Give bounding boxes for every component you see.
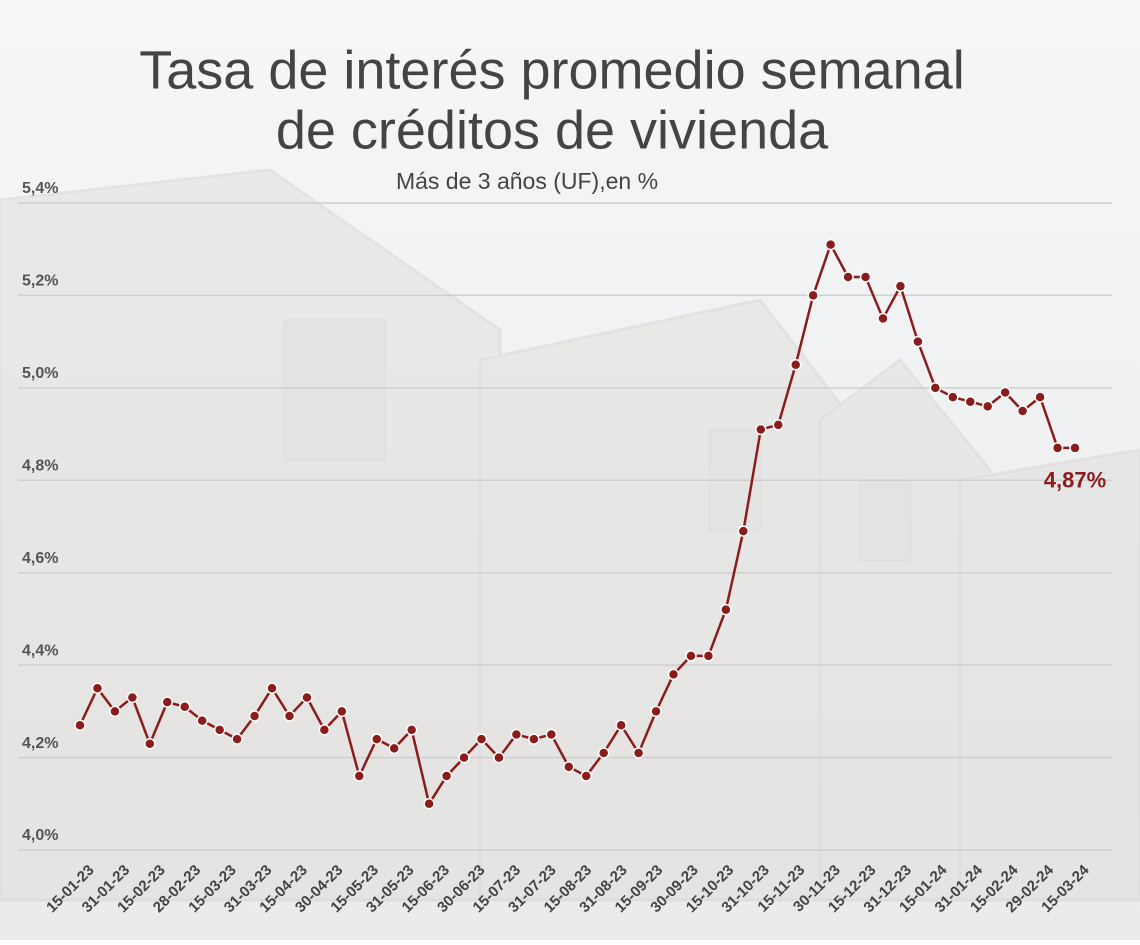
point bbox=[824, 238, 837, 251]
point bbox=[597, 747, 610, 759]
point bbox=[929, 382, 942, 394]
y-tick-label: 4,0% bbox=[22, 827, 58, 844]
point bbox=[178, 700, 191, 713]
point bbox=[1034, 391, 1046, 403]
point bbox=[894, 280, 907, 292]
point bbox=[423, 798, 435, 810]
background-houses bbox=[0, 168, 1140, 902]
point bbox=[632, 747, 645, 759]
point bbox=[91, 682, 104, 694]
point bbox=[353, 770, 366, 782]
point bbox=[458, 751, 470, 764]
point bbox=[999, 386, 1011, 399]
chart-title: Tasa de interés promedio semanal bbox=[139, 40, 964, 100]
y-tick-label: 4,8% bbox=[22, 458, 58, 475]
point bbox=[685, 650, 697, 662]
point bbox=[388, 742, 400, 755]
point bbox=[161, 696, 174, 708]
point bbox=[615, 719, 627, 731]
chart-subtitle: Más de 3 años (UF),en % bbox=[396, 168, 658, 194]
point bbox=[1016, 405, 1029, 417]
point bbox=[196, 714, 208, 727]
point bbox=[772, 419, 784, 431]
point bbox=[405, 724, 418, 736]
point bbox=[493, 751, 505, 764]
y-tick-label: 5,0% bbox=[22, 365, 58, 382]
point bbox=[475, 733, 488, 745]
point bbox=[318, 724, 331, 736]
point bbox=[720, 603, 732, 616]
y-tick-label: 4,2% bbox=[22, 735, 58, 752]
point bbox=[947, 391, 959, 403]
point bbox=[336, 705, 348, 718]
point bbox=[1069, 442, 1081, 454]
point bbox=[231, 733, 243, 745]
point bbox=[807, 289, 819, 302]
value-label: 4,87% bbox=[1044, 468, 1106, 493]
point bbox=[144, 737, 156, 750]
point bbox=[789, 359, 802, 371]
point bbox=[74, 719, 86, 731]
point bbox=[510, 728, 523, 741]
y-tick-label: 5,2% bbox=[22, 273, 58, 290]
point bbox=[1051, 442, 1064, 454]
point bbox=[109, 705, 121, 718]
point bbox=[440, 770, 453, 782]
point bbox=[859, 271, 872, 283]
point bbox=[545, 728, 558, 741]
chart-title: de créditos de vivienda bbox=[276, 100, 829, 160]
point bbox=[755, 423, 767, 436]
point bbox=[563, 761, 575, 773]
point bbox=[737, 525, 750, 537]
point bbox=[702, 650, 715, 662]
point bbox=[912, 335, 924, 348]
point bbox=[266, 682, 278, 694]
point bbox=[842, 271, 854, 283]
point bbox=[528, 733, 540, 745]
point bbox=[283, 710, 296, 722]
y-tick-label: 5,4% bbox=[22, 180, 58, 197]
point bbox=[650, 705, 662, 718]
point bbox=[877, 312, 889, 325]
line bbox=[78, 241, 1075, 807]
point bbox=[248, 710, 261, 722]
point bbox=[126, 691, 139, 704]
y-tick-label: 4,4% bbox=[22, 642, 58, 659]
point bbox=[213, 724, 226, 736]
point bbox=[981, 400, 994, 413]
point bbox=[371, 733, 383, 745]
point bbox=[667, 668, 680, 681]
y-tick-label: 4,6% bbox=[22, 550, 58, 567]
point bbox=[964, 395, 977, 408]
point bbox=[580, 770, 592, 782]
point bbox=[301, 691, 313, 704]
